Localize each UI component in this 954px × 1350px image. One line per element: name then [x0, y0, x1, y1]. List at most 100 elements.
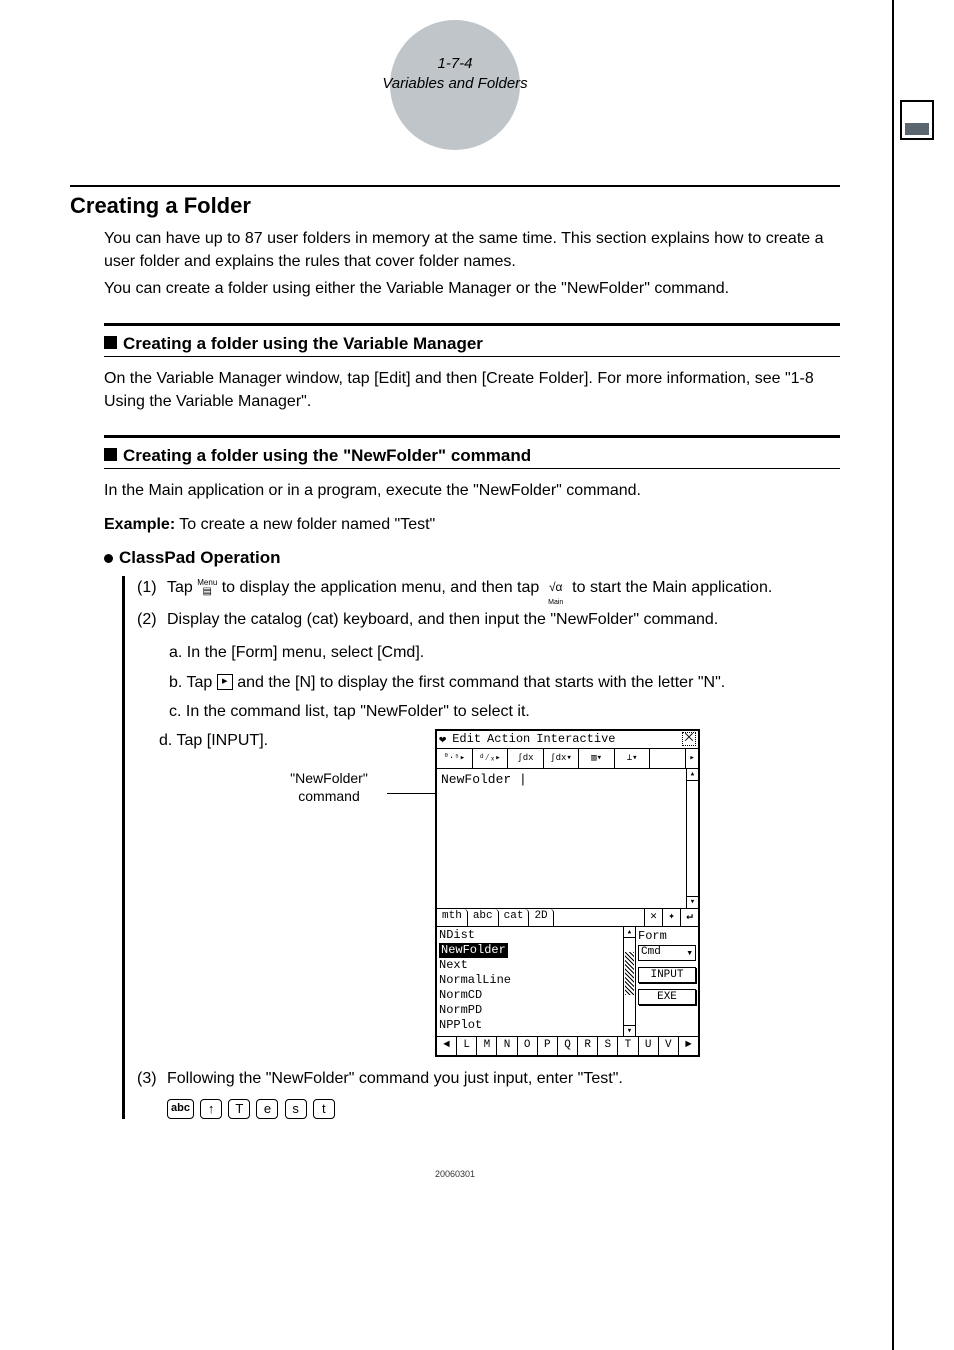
- calc-tb-1[interactable]: ⁰·⁵▸: [437, 749, 473, 768]
- scroll-down-icon[interactable]: ▾: [687, 896, 698, 908]
- letter-key[interactable]: Q: [558, 1037, 578, 1055]
- calc-toolbar: ⁰·⁵▸ ᵈ⁄ₓ▸ ∫dx ∫dx▾ ▥▾ ⟂▾ ▸: [437, 749, 698, 769]
- scroll-up-icon[interactable]: ▴: [687, 769, 698, 781]
- step-2-body: Display the catalog (cat) keyboard, and …: [167, 608, 840, 632]
- divider: [104, 468, 840, 469]
- section-title: Creating a Folder: [70, 193, 840, 219]
- tab-mth[interactable]: mth: [437, 909, 468, 926]
- menu-icon-label: Menu: [197, 579, 217, 587]
- calc-work-text[interactable]: NewFolder |: [437, 769, 686, 908]
- letter-key[interactable]: S: [598, 1037, 618, 1055]
- letter-key[interactable]: ◄: [437, 1037, 457, 1055]
- operation-heading-text: ClassPad Operation: [119, 548, 281, 567]
- calc-menu-check-icon: ❤: [439, 732, 446, 747]
- step-2b-text-a: b. Tap: [169, 674, 217, 691]
- step-2d-row: d. Tap [INPUT]. "NewFolder" command ❤ Ed…: [159, 729, 840, 1057]
- form-select[interactable]: Cmd▾: [638, 945, 696, 961]
- calc-tb-6[interactable]: ⟂▾: [615, 749, 651, 768]
- letter-key[interactable]: N: [497, 1037, 517, 1055]
- exe-button[interactable]: EXE: [638, 989, 696, 1005]
- tab-up[interactable]: ✦: [662, 909, 680, 926]
- list-item[interactable]: NDist: [439, 928, 621, 943]
- form-label: Form: [638, 929, 696, 943]
- calc-menu-edit[interactable]: Edit: [452, 732, 481, 746]
- step-1-num: (1): [137, 576, 167, 600]
- step-2c: c. In the command list, tap "NewFolder" …: [169, 699, 840, 725]
- list-item[interactable]: NormCD: [439, 988, 621, 1003]
- tab-abc[interactable]: abc: [468, 909, 499, 926]
- newfolder-callout-1: "NewFolder": [279, 769, 379, 787]
- calc-tb-3[interactable]: ∫dx: [508, 749, 544, 768]
- letter-key[interactable]: T: [618, 1037, 638, 1055]
- letter-key[interactable]: O: [518, 1037, 538, 1055]
- subsection-1-title-text: Creating a folder using the Variable Man…: [123, 334, 483, 353]
- tab-2d[interactable]: 2D: [529, 909, 553, 926]
- step-2a: a. In the [Form] menu, select [Cmd].: [169, 640, 840, 666]
- letter-key[interactable]: M: [477, 1037, 497, 1055]
- calc-tb-2[interactable]: ᵈ⁄ₓ▸: [473, 749, 509, 768]
- subsection-2-title: Creating a folder using the "NewFolder" …: [104, 446, 840, 466]
- key-t: t: [313, 1099, 335, 1119]
- list-item[interactable]: NPPlot: [439, 1018, 621, 1033]
- calc-scrollbar[interactable]: ▴ ▾: [686, 769, 698, 908]
- calc-command-list[interactable]: NDist NewFolder Next NormalLine NormCD N…: [437, 927, 624, 1036]
- tab-cat[interactable]: cat: [499, 909, 530, 926]
- tab-dn[interactable]: ↵: [680, 909, 698, 926]
- page-right-border: [892, 0, 894, 1350]
- step-2-num: (2): [137, 608, 167, 632]
- callout-connector: [387, 793, 435, 794]
- main-app-icon: Main: [544, 578, 568, 598]
- list-scrollbar[interactable]: ▴ ▾: [624, 927, 636, 1036]
- page-ref: 1-7-4: [325, 54, 585, 74]
- main-icon-label: Main: [548, 599, 563, 606]
- steps-block: (1) Tap Menu▤ to display the application…: [122, 576, 840, 1119]
- page-header: 1-7-4 Variables and Folders: [70, 20, 840, 155]
- key-shift: [200, 1099, 222, 1119]
- calc-keyboard-tabs: mth abc cat 2D ✕ ✦ ↵: [437, 909, 698, 927]
- tab-x[interactable]: ✕: [644, 909, 662, 926]
- example-text: To create a new folder named "Test": [175, 516, 435, 533]
- operation-heading: ClassPad Operation: [104, 548, 840, 568]
- calc-catalog: NDist NewFolder Next NormalLine NormCD N…: [437, 927, 698, 1037]
- calc-tb-more[interactable]: ▸: [686, 749, 698, 768]
- letter-key[interactable]: ►: [679, 1037, 698, 1055]
- page-header-title: Variables and Folders: [325, 74, 585, 94]
- letter-key[interactable]: P: [538, 1037, 558, 1055]
- step-2b: b. Tap ▸ and the [N] to display the firs…: [169, 670, 840, 696]
- step-3: (3) Following the "NewFolder" command yo…: [137, 1067, 840, 1091]
- divider: [70, 185, 840, 187]
- divider: [104, 356, 840, 357]
- calc-tb-7[interactable]: [650, 749, 686, 768]
- divider: [104, 323, 840, 326]
- footer-date: 20060301: [70, 1169, 840, 1179]
- intro-2: You can create a folder using either the…: [104, 277, 840, 300]
- step-1-text-c: to start the Main application.: [572, 579, 772, 596]
- list-item-selected[interactable]: NewFolder: [439, 943, 621, 958]
- letter-key[interactable]: U: [639, 1037, 659, 1055]
- calc-menu-interactive[interactable]: Interactive: [536, 732, 615, 746]
- newfolder-callout-2: command: [279, 787, 379, 805]
- list-item[interactable]: NormPD: [439, 1003, 621, 1018]
- letter-key[interactable]: V: [659, 1037, 679, 1055]
- step-2d: d. Tap [INPUT].: [159, 729, 279, 753]
- letter-key[interactable]: L: [457, 1037, 477, 1055]
- calc-letter-row: ◄ L M N O P Q R S T U V ►: [437, 1037, 698, 1055]
- key-e: e: [256, 1099, 278, 1119]
- calc-menubar: ❤ Edit Action Interactive ⨉: [437, 731, 698, 749]
- subsection-1-title: Creating a folder using the Variable Man…: [104, 334, 840, 354]
- calc-menu-action[interactable]: Action: [487, 732, 530, 746]
- calc-catalog-side: ▴ ▾ Form Cmd▾ INPUT EXE: [624, 927, 698, 1036]
- calc-close-icon[interactable]: ⨉: [682, 732, 696, 746]
- header-text: 1-7-4 Variables and Folders: [325, 54, 585, 93]
- list-item[interactable]: Next: [439, 958, 621, 973]
- calc-tb-4[interactable]: ∫dx▾: [544, 749, 580, 768]
- key-sequence: abc T e s t: [167, 1099, 840, 1119]
- right-arrow-icon: ▸: [217, 674, 233, 690]
- letter-key[interactable]: R: [578, 1037, 598, 1055]
- calc-tb-5[interactable]: ▥▾: [579, 749, 615, 768]
- page-content: 1-7-4 Variables and Folders Creating a F…: [0, 0, 880, 1219]
- step-3-num: (3): [137, 1067, 167, 1091]
- divider: [104, 435, 840, 438]
- list-item[interactable]: NormalLine: [439, 973, 621, 988]
- input-button[interactable]: INPUT: [638, 967, 696, 983]
